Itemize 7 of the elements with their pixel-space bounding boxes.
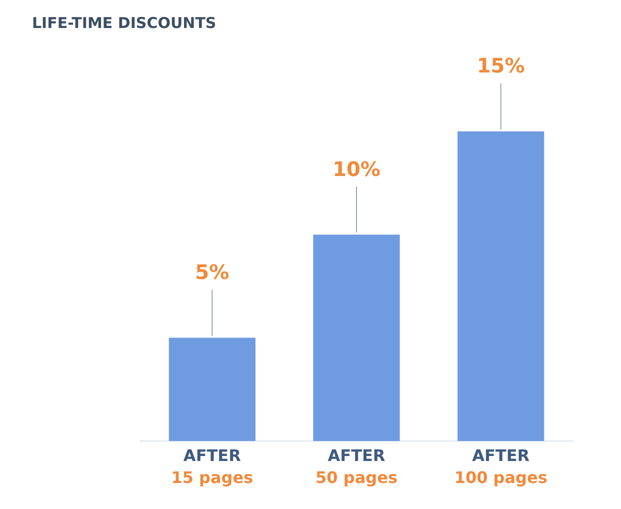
x-tick-label: AFTER 100 pages: [454, 446, 548, 488]
x-tick-label: AFTER 50 pages: [316, 446, 398, 488]
data-label: 15%: [476, 54, 525, 78]
x-tick-label: AFTER 15 pages: [171, 446, 254, 488]
chart-title: LIFE-TIME DISCOUNTS: [31, 13, 218, 34]
data-label: 10%: [332, 156, 380, 181]
data-label: 5%: [195, 260, 230, 284]
